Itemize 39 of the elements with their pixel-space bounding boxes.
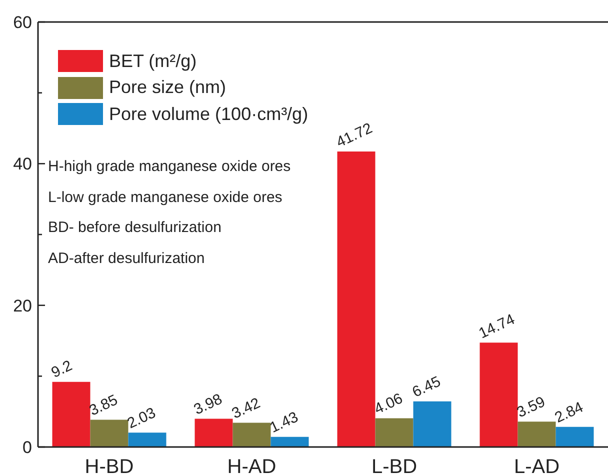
data-label: 14.74	[476, 310, 518, 342]
data-label: 4.06	[372, 390, 406, 418]
y-tick-label: 20	[13, 296, 32, 316]
annotation: H-high grade manganese oxide ores	[48, 157, 291, 177]
data-label: 9.2	[48, 357, 75, 382]
data-label: 1.43	[267, 408, 301, 436]
y-tick-label: 60	[13, 12, 32, 32]
bar	[270, 436, 309, 447]
y-tick-label: 0	[22, 438, 32, 457]
data-label: 6.45	[410, 373, 444, 401]
x-tick-label: H-BD	[84, 456, 134, 476]
bar	[518, 422, 556, 447]
x-tick-label: L-AD	[514, 456, 560, 476]
bar	[375, 418, 414, 447]
x-tick-label: L-BD	[371, 456, 418, 476]
annotation: AD-after desulfurization	[48, 248, 205, 268]
annotation: BD- before desulfurization	[48, 218, 222, 238]
bar	[128, 432, 166, 447]
legend-label: Pore size (nm)	[109, 77, 226, 98]
data-label: 41.72	[334, 120, 375, 152]
x-tick-label: H-AD	[227, 456, 276, 476]
legend-label: BET (m²/g)	[109, 50, 197, 72]
data-label: 3.98	[191, 390, 225, 418]
bar	[556, 426, 594, 447]
bar	[194, 418, 233, 447]
bar	[480, 342, 518, 447]
annotation: L-low grade manganese oxide ores	[48, 188, 282, 208]
y-tick-label: 40	[13, 154, 32, 174]
data-label: 3.85	[86, 392, 120, 420]
bar	[90, 420, 128, 447]
data-label: 3.59	[514, 393, 548, 422]
bar	[52, 382, 90, 447]
bar	[232, 422, 271, 447]
data-label: 3.42	[229, 394, 263, 422]
data-label: 2.03	[124, 404, 158, 432]
bar	[413, 401, 452, 447]
data-label: 2.84	[552, 398, 586, 427]
legend-label: Pore volume (100·cm³/g)	[109, 104, 308, 125]
bar	[337, 151, 376, 447]
